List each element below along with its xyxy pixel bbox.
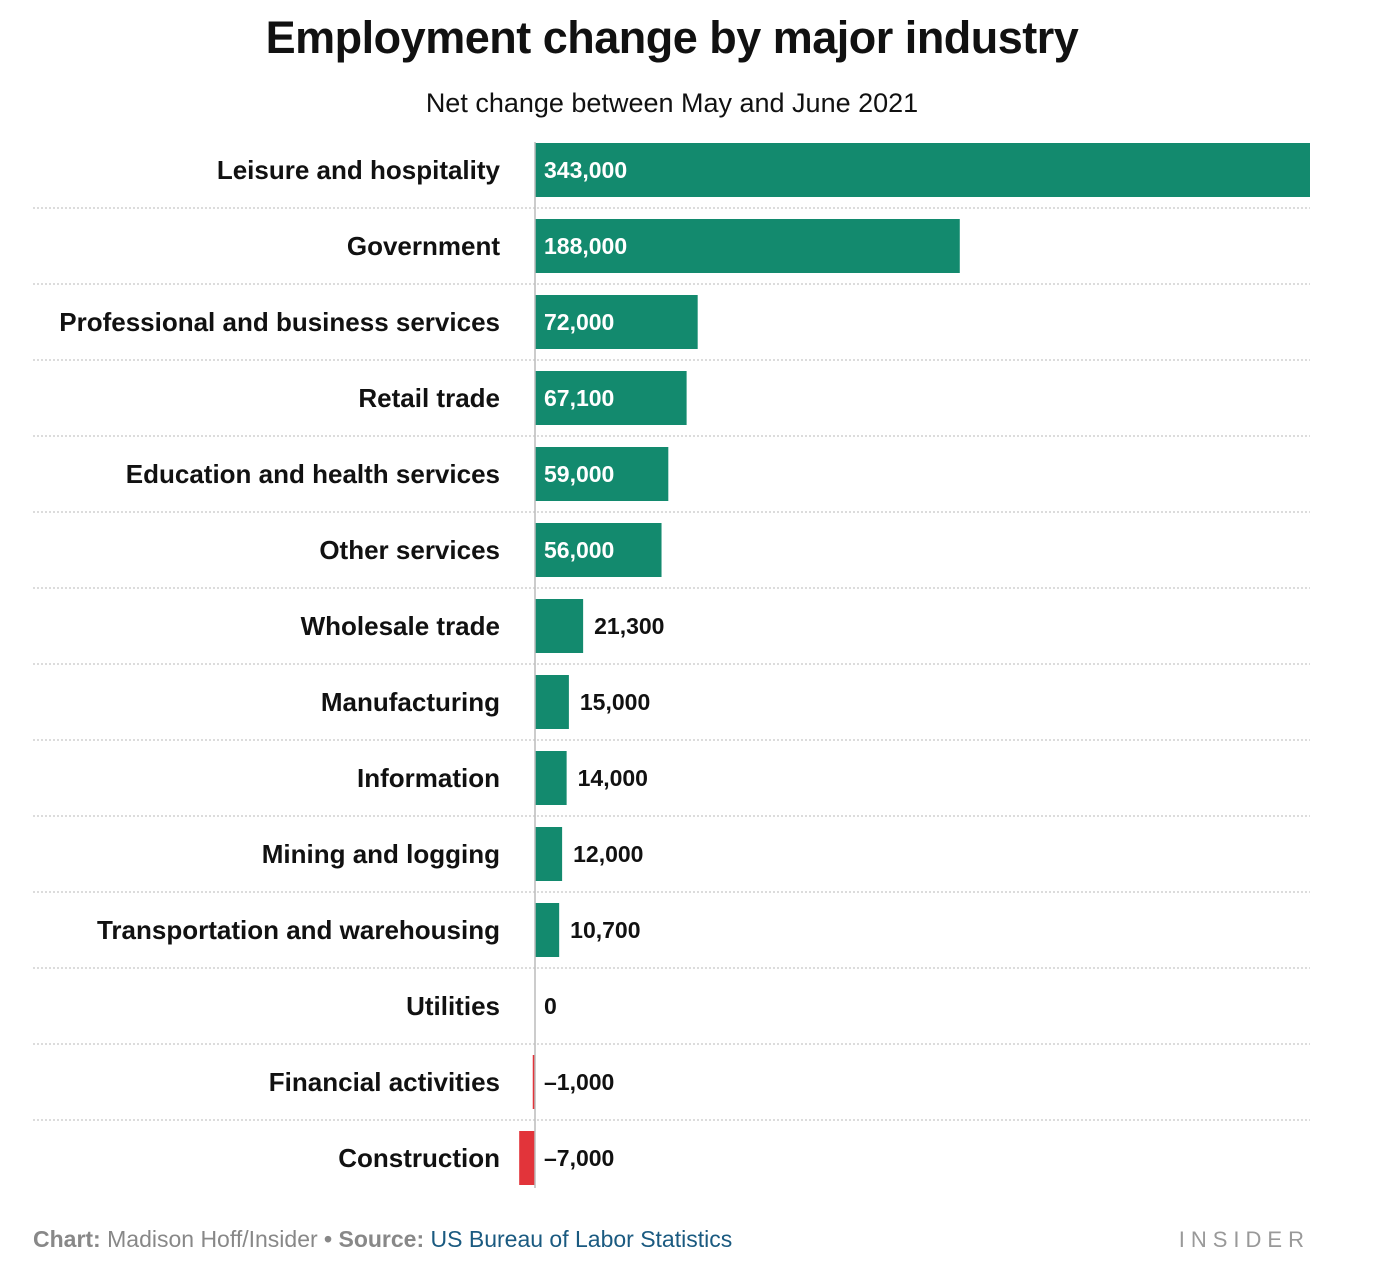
value-label: 67,100 (544, 385, 614, 411)
bar (535, 903, 560, 957)
value-label: –1,000 (544, 1069, 614, 1095)
footer-chart-lead: Chart: (33, 1226, 101, 1252)
category-label: Utilities (406, 991, 500, 1021)
category-label: Government (347, 231, 500, 261)
category-label: Mining and logging (262, 839, 500, 869)
bar (535, 219, 960, 273)
chart-subtitle: Net change between May and June 2021 (425, 88, 919, 118)
value-label: –7,000 (544, 1145, 614, 1171)
value-label: 10,700 (570, 917, 640, 943)
category-label: Wholesale trade (301, 611, 500, 641)
footer-source-lead: Source: (338, 1226, 425, 1252)
insider-logo: INSIDER (1178, 1227, 1310, 1252)
bar (535, 599, 584, 653)
category-label: Financial activities (269, 1067, 500, 1097)
category-label: Professional and business services (59, 307, 500, 337)
bar (535, 143, 1310, 197)
value-label: 56,000 (544, 537, 614, 563)
footer-separator: • (324, 1226, 333, 1252)
value-label: 72,000 (544, 309, 614, 335)
chart-footer: Chart: Madison Hoff/Insider • Source: US… (33, 1226, 732, 1253)
value-label: 12,000 (573, 841, 643, 867)
category-label: Information (357, 763, 500, 793)
category-label: Transportation and warehousing (97, 915, 500, 945)
bar (519, 1131, 535, 1185)
value-label: 343,000 (544, 157, 627, 183)
value-label: 21,300 (594, 613, 664, 639)
category-label: Education and health services (126, 459, 500, 489)
bar (535, 447, 669, 501)
value-label: 59,000 (544, 461, 614, 487)
footer-chart-author: Madison Hoff/Insider (107, 1226, 318, 1252)
value-label: 14,000 (578, 765, 648, 791)
category-label: Manufacturing (321, 687, 500, 717)
category-label: Other services (319, 535, 500, 565)
bar (535, 827, 563, 881)
chart-title: Employment change by major industry (265, 12, 1079, 63)
bar (535, 675, 569, 729)
bar-chart: Leisure and hospitality 343,000 Government… (33, 142, 1310, 1188)
bar (535, 751, 567, 805)
category-label: Construction (338, 1143, 500, 1173)
category-label: Retail trade (358, 383, 500, 413)
category-label: Leisure and hospitality (217, 155, 501, 185)
bar (535, 371, 687, 425)
value-label: 0 (544, 993, 557, 1019)
bar (532, 1055, 535, 1109)
source-link[interactable]: US Bureau of Labor Statistics (430, 1226, 733, 1252)
value-label: 15,000 (580, 689, 650, 715)
value-label: 188,000 (544, 233, 627, 259)
bar (535, 295, 698, 349)
bar (535, 523, 662, 577)
